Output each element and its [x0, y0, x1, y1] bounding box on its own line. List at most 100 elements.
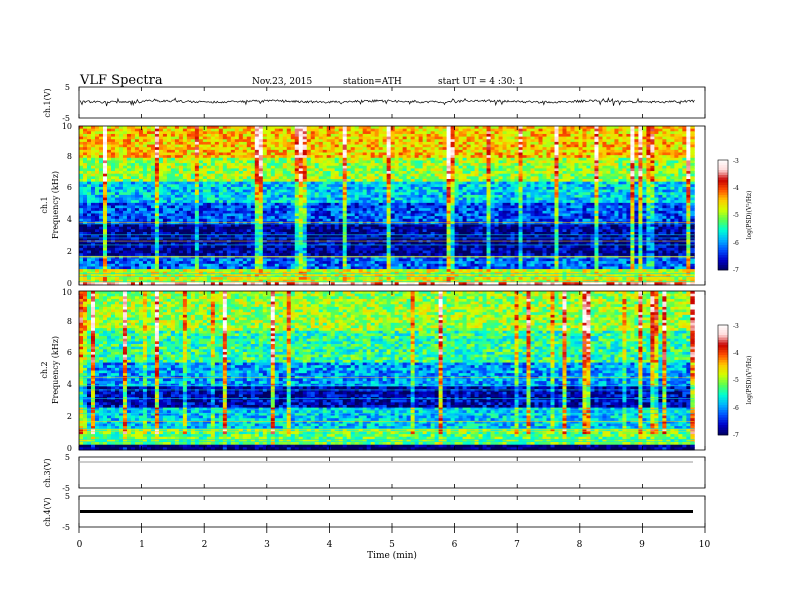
spectrogram-cell: [394, 149, 400, 153]
spectrogram-cell: [342, 168, 348, 172]
spectrogram-cell: [94, 139, 100, 143]
spectrogram-cell: [354, 224, 360, 228]
spectrogram-cell: [83, 218, 88, 222]
spectrogram-cell: [382, 202, 388, 206]
spectrogram-cell: [306, 247, 312, 251]
spectrogram-cell: [342, 152, 348, 156]
spectrogram-cell: [342, 239, 348, 243]
spectrogram-cell: [334, 242, 340, 246]
spectrogram-cell: [162, 218, 168, 222]
spectrogram-cell: [366, 216, 372, 220]
spectrogram-cell: [214, 247, 220, 251]
spectrogram-cell: [122, 147, 128, 151]
spectrogram-cell: [370, 181, 376, 185]
spectrogram-cell: [134, 192, 140, 196]
spectrogram-cell: [250, 157, 256, 161]
spectrogram-cell: [370, 269, 376, 273]
spectrogram-cell: [406, 218, 412, 222]
spectrogram-cell: [190, 269, 196, 273]
spectrogram-cell: [198, 181, 204, 185]
spectrogram-cell: [242, 269, 248, 273]
spectrogram-cell: [318, 271, 324, 275]
spectrogram-cell: [102, 232, 108, 236]
spectrogram-cell: [98, 210, 104, 214]
spectrogram-cell: [298, 274, 304, 278]
spectrogram-cell: [306, 126, 312, 130]
spectrogram-cell: [318, 157, 324, 161]
spectrogram-cell: [282, 131, 288, 135]
spectrogram-cell: [394, 202, 400, 206]
spectrogram-cell: [162, 160, 168, 164]
spectrogram-cell: [198, 163, 204, 167]
spectrogram-cell: [342, 133, 348, 137]
spectrogram-cell: [406, 205, 412, 209]
spectrogram-cell: [318, 165, 324, 169]
spectrogram-cell: [150, 184, 156, 188]
spectrogram-cell: [330, 186, 336, 190]
spectrogram-cell: [354, 194, 360, 198]
spectrogram-cell: [286, 210, 292, 214]
spectrogram-cell: [162, 250, 168, 254]
spectrogram-cell: [382, 271, 388, 275]
spectrogram-cell: [390, 218, 396, 222]
spectrogram-cell: [158, 186, 164, 190]
spectrogram-cell: [366, 218, 372, 222]
spectrogram-cell: [318, 208, 324, 212]
spectrogram-cell: [178, 147, 184, 151]
spectrogram-cell: [226, 176, 232, 180]
spectrogram-cell: [342, 216, 348, 220]
spectrogram-cell: [162, 274, 168, 278]
spectrogram-cell: [314, 200, 320, 204]
spectrogram-cell: [350, 200, 356, 204]
spectrogram-cell: [166, 184, 172, 188]
spectrogram-cell: [370, 179, 376, 183]
spectrogram-cell: [402, 171, 408, 175]
spectrogram-cell: [202, 218, 208, 222]
spectrogram-cell: [274, 149, 280, 153]
spectrogram-cell: [110, 226, 116, 230]
spectrogram-cell: [358, 266, 364, 270]
spectrogram-cell: [274, 173, 280, 177]
spectrogram-cell: [174, 184, 180, 188]
spectrogram-cell: [126, 202, 132, 206]
spectrogram-cell: [166, 253, 172, 257]
spectrogram-cell: [386, 144, 392, 148]
spectrogram-cell: [386, 253, 392, 257]
spectrogram-cell: [134, 186, 140, 190]
spectrogram-cell: [410, 133, 416, 137]
spectrogram-cell: [126, 221, 132, 225]
spectrogram-cell: [322, 194, 328, 198]
spectrogram-cell: [198, 213, 204, 217]
spectrogram-cell: [282, 269, 288, 273]
spectrogram-cell: [138, 282, 144, 286]
spectrogram-cell: [222, 277, 228, 281]
spectrogram-cell: [83, 258, 88, 262]
spectrogram-cell: [90, 189, 96, 193]
spectrogram-cell: [390, 181, 396, 185]
spectrogram-cell: [358, 163, 364, 167]
spectrogram-cell: [262, 171, 268, 175]
spectrogram-cell: [370, 250, 376, 254]
spectrogram-cell: [338, 247, 344, 251]
spectrogram-cell: [286, 133, 292, 137]
spectrogram-cell: [302, 202, 308, 206]
spectrogram-cell: [310, 224, 316, 228]
spectrogram-cell: [162, 208, 168, 212]
spectrogram-cell: [382, 200, 388, 204]
spectrogram-cell: [210, 186, 216, 190]
spectrogram-cell: [238, 155, 244, 159]
spectrogram-cell: [134, 210, 140, 214]
spectrogram-cell: [94, 168, 100, 172]
spectrogram-cell: [230, 224, 236, 228]
spectrogram-cell: [146, 200, 152, 204]
spectrogram-cell: [234, 197, 240, 201]
spectrogram-cell: [194, 232, 200, 236]
spectrogram-cell: [270, 176, 276, 180]
spectrogram-cell: [306, 149, 312, 153]
spectrogram-cell: [278, 205, 284, 209]
spectrogram-cell: [226, 245, 232, 249]
spectrogram-cell: [190, 149, 196, 153]
spectrogram-cell: [274, 221, 280, 225]
spectrogram-cell: [162, 131, 168, 135]
spectrogram-cell: [114, 131, 120, 135]
